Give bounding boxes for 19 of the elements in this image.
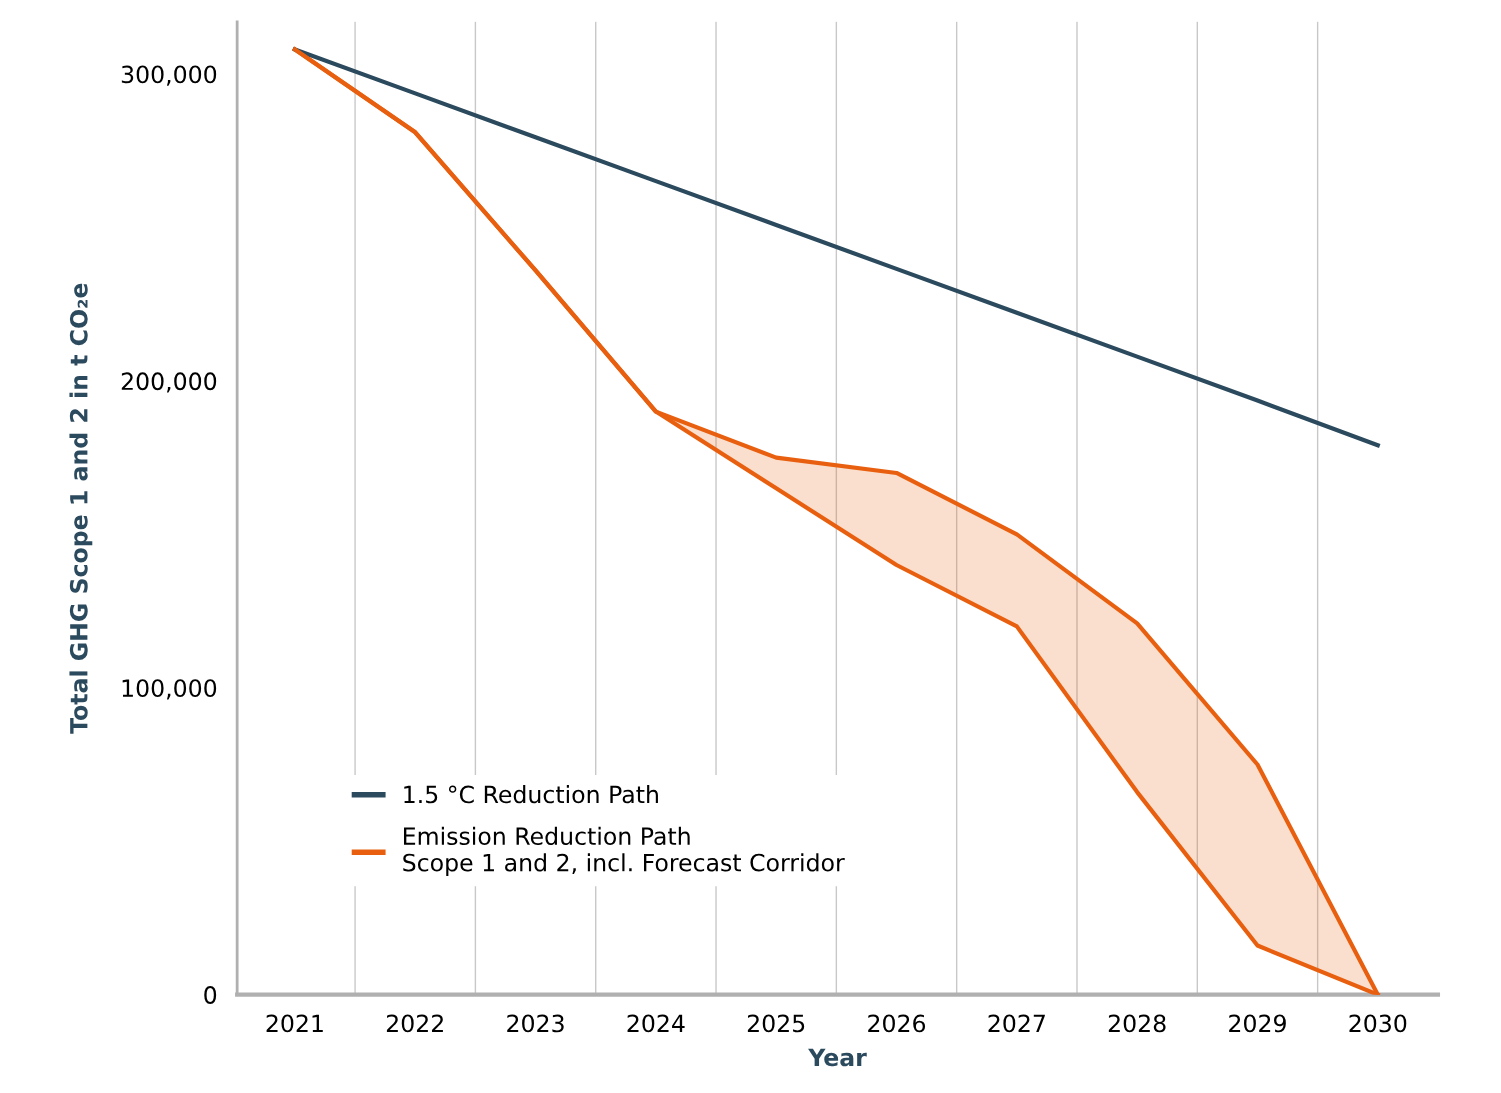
y-tick-label: 300,000 — [121, 65, 217, 86]
x-tick-label: 2021 — [266, 1014, 323, 1033]
x-tick-label: 2023 — [507, 1014, 564, 1033]
x-tick-label: 2022 — [386, 1014, 443, 1033]
x-tick-label: 2029 — [1229, 1014, 1286, 1033]
legend-label: 1.5 °C Reduction Path — [404, 785, 658, 804]
line-series — [292, 47, 1380, 448]
x-tick-label: 2025 — [747, 1014, 805, 1033]
x-tick-label: 2030 — [1349, 1014, 1407, 1033]
y-tick-label: 100,000 — [122, 679, 217, 700]
y-axis-title: Total GHG Scope 1 and 2 in t CO₂e — [69, 283, 93, 734]
y-tick-label: 200,000 — [121, 372, 217, 393]
legend-label: Emission Reduction Path Scope 1 and 2, incl. Forecast Corridor — [403, 826, 845, 877]
x-tick-label: 2027 — [988, 1014, 1045, 1033]
y-tick-label: 0 — [204, 986, 217, 1004]
x-tick-label: 2026 — [868, 1014, 926, 1033]
x-tick-label: 2028 — [1108, 1014, 1166, 1033]
x-tick-label: 2024 — [627, 1014, 685, 1033]
x-axis-title: Year — [808, 1048, 867, 1067]
